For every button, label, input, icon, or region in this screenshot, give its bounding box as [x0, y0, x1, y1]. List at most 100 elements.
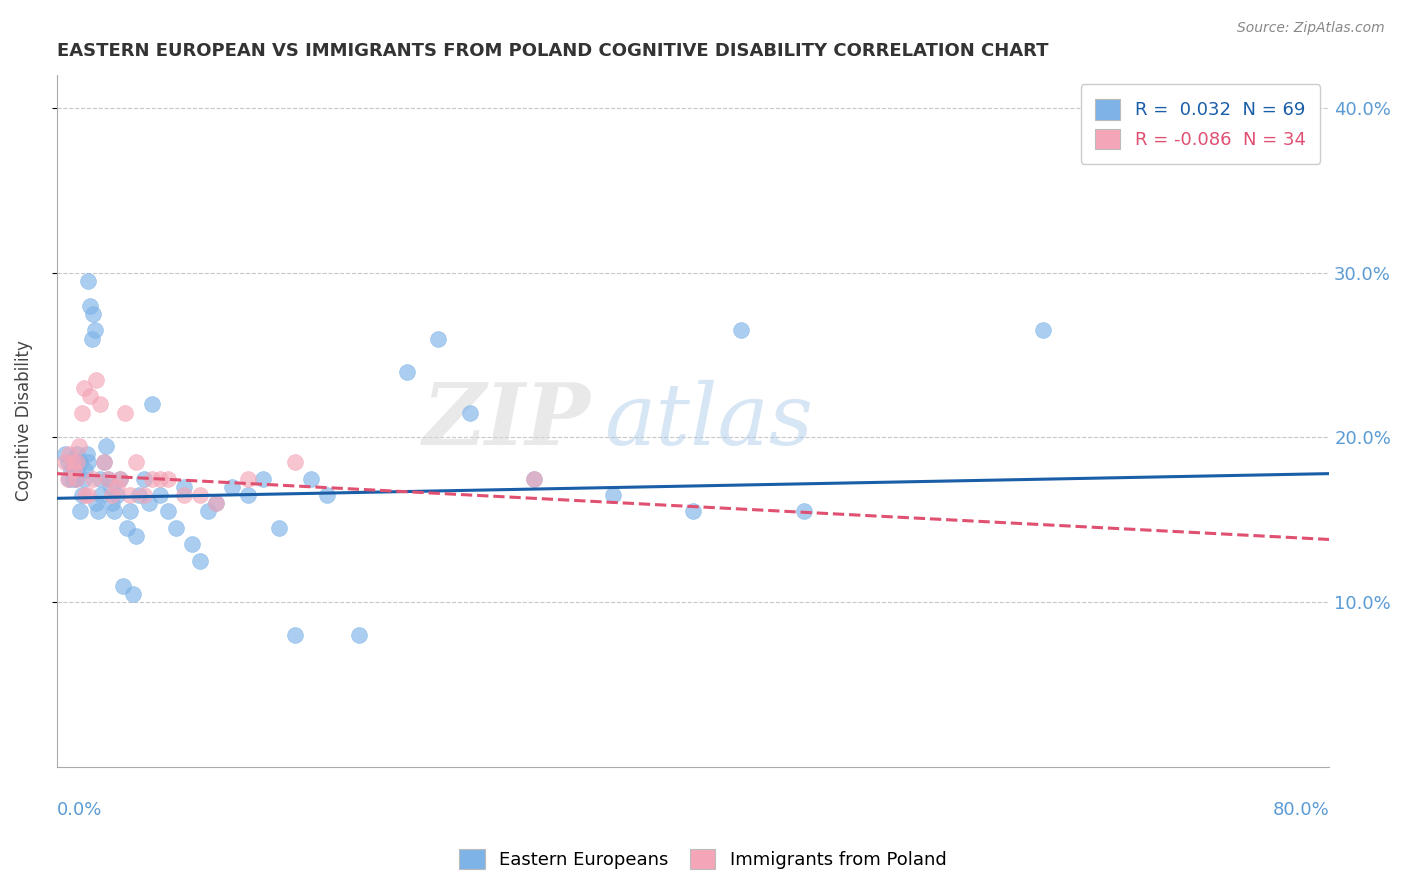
Text: atlas: atlas	[603, 380, 813, 462]
Point	[58, 472, 80, 486]
Point	[53, 447, 76, 461]
Point	[458, 406, 481, 420]
Point	[204, 496, 226, 510]
Point	[72, 381, 94, 395]
Point	[70, 406, 93, 420]
Point	[77, 488, 100, 502]
Point	[77, 455, 100, 469]
Point	[165, 521, 187, 535]
Point	[793, 504, 815, 518]
Point	[69, 504, 91, 518]
Point	[132, 472, 155, 486]
Point	[62, 455, 84, 469]
Point	[156, 472, 179, 486]
Point	[188, 488, 211, 502]
Point	[118, 488, 141, 502]
Point	[122, 587, 145, 601]
Point	[59, 463, 82, 477]
Text: EASTERN EUROPEAN VS IMMIGRANTS FROM POLAND COGNITIVE DISABILITY CORRELATION CHAR: EASTERN EUROPEAN VS IMMIGRANTS FROM POLA…	[56, 42, 1047, 60]
Point	[66, 447, 89, 461]
Point	[316, 488, 339, 502]
Point	[395, 365, 418, 379]
Point	[112, 578, 135, 592]
Point	[682, 504, 704, 518]
Point	[101, 488, 124, 502]
Point	[82, 307, 104, 321]
Point	[93, 455, 115, 469]
Text: 0.0%: 0.0%	[56, 801, 103, 819]
Point	[236, 472, 259, 486]
Point	[125, 529, 148, 543]
Point	[115, 521, 138, 535]
Point	[132, 488, 155, 502]
Point	[82, 472, 104, 486]
Point	[75, 488, 97, 502]
Point	[284, 455, 307, 469]
Point	[125, 455, 148, 469]
Point	[96, 472, 118, 486]
Y-axis label: Cognitive Disability: Cognitive Disability	[15, 341, 32, 501]
Point	[204, 496, 226, 510]
Point	[93, 455, 115, 469]
Point	[180, 537, 202, 551]
Point	[523, 472, 546, 486]
Point	[141, 472, 163, 486]
Point	[56, 472, 79, 486]
Point	[86, 373, 108, 387]
Point	[79, 389, 101, 403]
Point	[141, 397, 163, 411]
Point	[76, 447, 98, 461]
Point	[67, 455, 90, 469]
Point	[105, 480, 128, 494]
Point	[138, 496, 160, 510]
Point	[79, 299, 101, 313]
Point	[65, 472, 87, 486]
Legend: Eastern Europeans, Immigrants from Poland: Eastern Europeans, Immigrants from Polan…	[450, 839, 956, 879]
Point	[128, 488, 150, 502]
Point	[89, 397, 111, 411]
Point	[86, 496, 108, 510]
Point	[284, 628, 307, 642]
Point	[103, 504, 125, 518]
Point	[156, 504, 179, 518]
Point	[299, 472, 322, 486]
Point	[523, 472, 546, 486]
Point	[110, 472, 132, 486]
Text: Source: ZipAtlas.com: Source: ZipAtlas.com	[1237, 21, 1385, 35]
Point	[90, 488, 112, 502]
Point	[62, 472, 84, 486]
Point	[197, 504, 219, 518]
Point	[427, 332, 450, 346]
Point	[221, 480, 243, 494]
Point	[236, 488, 259, 502]
Point	[58, 447, 80, 461]
Point	[96, 472, 118, 486]
Point	[730, 323, 752, 337]
Point	[101, 496, 124, 510]
Point	[100, 480, 122, 494]
Point	[149, 472, 172, 486]
Text: 80.0%: 80.0%	[1272, 801, 1329, 819]
Point	[188, 554, 211, 568]
Point	[66, 455, 89, 469]
Point	[149, 488, 172, 502]
Point	[65, 472, 87, 486]
Point	[105, 488, 128, 502]
Point	[63, 463, 86, 477]
Point	[67, 439, 90, 453]
Point	[70, 488, 93, 502]
Point	[77, 274, 100, 288]
Point	[75, 463, 97, 477]
Point	[94, 439, 117, 453]
Point	[118, 504, 141, 518]
Legend: R =  0.032  N = 69, R = -0.086  N = 34: R = 0.032 N = 69, R = -0.086 N = 34	[1081, 84, 1320, 164]
Point	[63, 463, 86, 477]
Point	[69, 455, 91, 469]
Point	[83, 323, 105, 337]
Point	[602, 488, 624, 502]
Point	[110, 472, 132, 486]
Point	[1032, 323, 1054, 337]
Point	[80, 332, 103, 346]
Point	[173, 480, 195, 494]
Point	[114, 406, 136, 420]
